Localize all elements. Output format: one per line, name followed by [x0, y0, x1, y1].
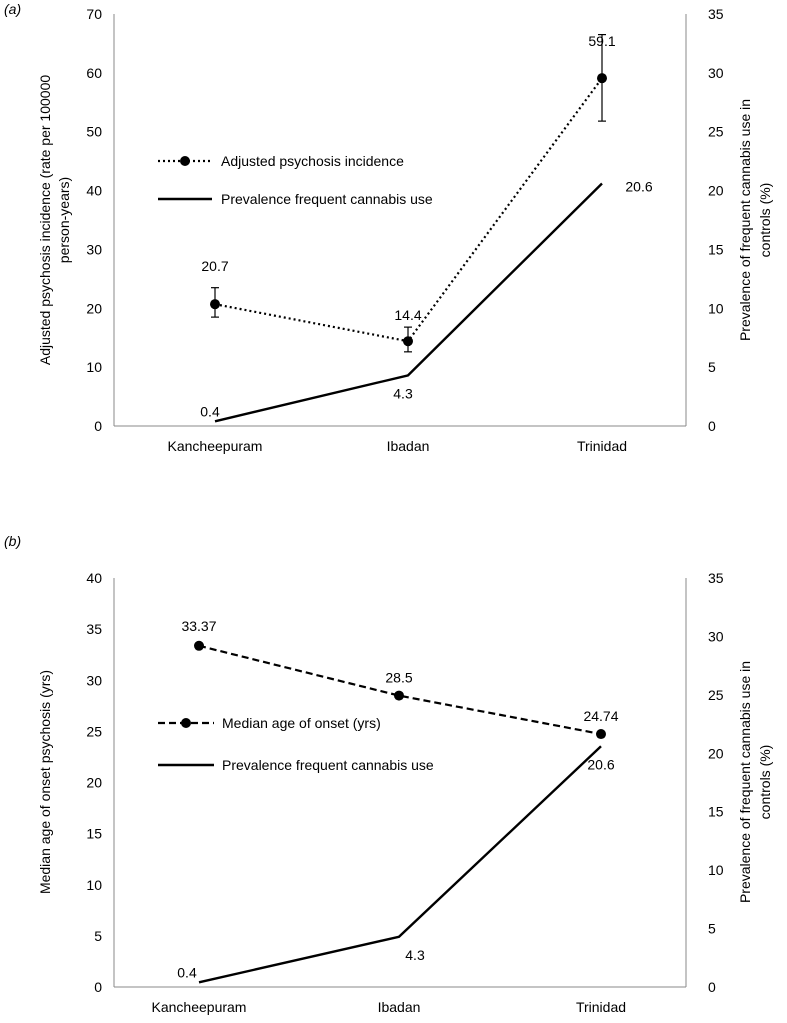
category-label: Ibadan [378, 999, 421, 1015]
data-label: 33.37 [181, 618, 216, 634]
category-label: Trinidad [577, 438, 627, 454]
data-point [596, 729, 606, 740]
data-label: 20.6 [625, 179, 652, 195]
left-tick-label: 15 [86, 826, 102, 842]
series-line-2 [198, 745, 602, 984]
right-tick-label: 5 [708, 921, 716, 937]
right-tick-label: 15 [708, 804, 724, 820]
right-tick-label: 0 [708, 979, 716, 995]
legend-entry: Prevalence frequent cannabis use [222, 757, 434, 773]
right-axis-title: Prevalence of frequent cannabis use in co… [737, 661, 773, 903]
legend: Adjusted psychosis incidence Prevalence f… [158, 153, 433, 207]
panel-label: (a) [4, 1, 21, 17]
left-tick-label: 70 [86, 6, 102, 22]
left-tick-label: 50 [86, 124, 102, 140]
right-tick-label: 15 [708, 241, 724, 257]
right-tick-label: 30 [708, 628, 724, 644]
right-axis-title-line: Prevalence of frequent cannabis use in [737, 99, 753, 341]
left-tick-label: 20 [86, 775, 102, 791]
right-tick-label: 25 [708, 687, 724, 703]
data-label: 20.7 [201, 258, 228, 274]
right-tick-label: 10 [708, 300, 724, 316]
left-tick-label: 35 [86, 621, 102, 637]
data-label: 24.74 [583, 708, 618, 724]
left-tick-label: 40 [86, 570, 102, 586]
series-line-1 [214, 77, 603, 343]
data-point [394, 690, 404, 701]
legend-entry: Adjusted psychosis incidence [221, 153, 404, 169]
right-tick-label: 5 [708, 359, 716, 375]
chart-panel-b: (b) 0 5 10 15 20 25 30 35 40 0 5 10 15 20 25 30 35 Kanchee… [4, 533, 773, 1015]
data-label: 0.4 [177, 964, 197, 980]
left-tick-label: 10 [86, 877, 102, 893]
data-label: 4.3 [393, 385, 413, 401]
data-point [210, 299, 220, 310]
left-tick-label: 0 [94, 418, 102, 434]
left-tick-label: 5 [94, 928, 102, 944]
data-point [597, 73, 607, 84]
category-label: Kancheepuram [168, 438, 263, 454]
data-label: 28.5 [385, 670, 412, 686]
series-line-1 [198, 644, 602, 736]
data-point [403, 336, 413, 347]
right-tick-label: 30 [708, 65, 724, 81]
left-axis-title-line: Median age of onset psychosis (yrs) [37, 670, 53, 894]
category-label: Trinidad [576, 999, 626, 1015]
data-label: 59.1 [588, 33, 615, 49]
panel-label: (b) [4, 533, 21, 549]
data-point [194, 640, 204, 651]
left-tick-label: 10 [86, 359, 102, 375]
legend-marker [180, 156, 190, 166]
legend-entry: Median age of onset (yrs) [222, 715, 381, 731]
data-label: 14.4 [394, 307, 421, 323]
right-axis-title-line: Prevalence of frequent cannabis use in [737, 661, 753, 903]
right-tick-label: 0 [708, 418, 716, 434]
right-axis-title-line: controls (%) [757, 745, 773, 820]
right-tick-label: 35 [708, 570, 724, 586]
data-label: 0.4 [200, 403, 220, 419]
left-tick-label: 25 [86, 723, 102, 739]
right-axis-title-line: controls (%) [757, 183, 773, 258]
left-tick-label: 30 [86, 672, 102, 688]
left-tick-label: 0 [94, 979, 102, 995]
data-label: 20.6 [587, 756, 614, 772]
left-axis-title: Adjusted psychosis incidence (rate per 1… [37, 75, 72, 366]
left-axis-title-line: Adjusted psychosis incidence (rate per 1… [37, 75, 53, 366]
left-axis-title-line: person-years) [56, 177, 72, 263]
legend-marker [181, 718, 191, 728]
left-axis-title: Median age of onset psychosis (yrs) [37, 670, 53, 894]
left-tick-label: 20 [86, 300, 102, 316]
series-line-2 [214, 182, 603, 423]
right-tick-label: 20 [708, 745, 724, 761]
left-tick-label: 60 [86, 65, 102, 81]
category-label: Ibadan [387, 438, 430, 454]
right-tick-label: 10 [708, 862, 724, 878]
chart-panel-a: (a) 0 10 20 30 40 50 60 70 0 5 10 15 20 25 30 35 Kancheep… [4, 1, 773, 454]
left-tick-label: 30 [86, 241, 102, 257]
right-tick-label: 35 [708, 6, 724, 22]
data-label: 4.3 [405, 947, 425, 963]
right-axis-title: Prevalence of frequent cannabis use in co… [737, 99, 773, 341]
legend: Median age of onset (yrs) Prevalence freq… [158, 715, 434, 773]
right-tick-label: 25 [708, 124, 724, 140]
right-tick-label: 20 [708, 183, 724, 199]
left-tick-label: 40 [86, 183, 102, 199]
legend-entry: Prevalence frequent cannabis use [221, 191, 433, 207]
category-label: Kancheepuram [152, 999, 247, 1015]
